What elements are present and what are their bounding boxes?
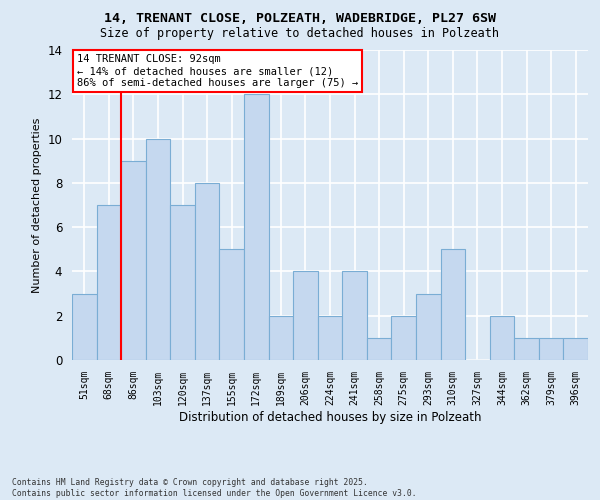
Text: 14, TRENANT CLOSE, POLZEATH, WADEBRIDGE, PL27 6SW: 14, TRENANT CLOSE, POLZEATH, WADEBRIDGE,…: [104, 12, 496, 26]
Bar: [97, 205, 121, 360]
Bar: [293, 272, 318, 360]
Bar: [563, 338, 588, 360]
Bar: [72, 294, 97, 360]
Bar: [440, 250, 465, 360]
Bar: [121, 160, 146, 360]
Bar: [195, 183, 220, 360]
Bar: [490, 316, 514, 360]
Y-axis label: Number of detached properties: Number of detached properties: [32, 118, 42, 292]
Bar: [416, 294, 440, 360]
Text: Size of property relative to detached houses in Polzeath: Size of property relative to detached ho…: [101, 28, 499, 40]
Text: Contains HM Land Registry data © Crown copyright and database right 2025.
Contai: Contains HM Land Registry data © Crown c…: [12, 478, 416, 498]
Bar: [318, 316, 342, 360]
Text: 14 TRENANT CLOSE: 92sqm
← 14% of detached houses are smaller (12)
86% of semi-de: 14 TRENANT CLOSE: 92sqm ← 14% of detache…: [77, 54, 358, 88]
Bar: [367, 338, 391, 360]
Bar: [539, 338, 563, 360]
Bar: [220, 250, 244, 360]
Bar: [342, 272, 367, 360]
Bar: [269, 316, 293, 360]
Bar: [514, 338, 539, 360]
Bar: [146, 138, 170, 360]
Bar: [170, 205, 195, 360]
Bar: [244, 94, 269, 360]
X-axis label: Distribution of detached houses by size in Polzeath: Distribution of detached houses by size …: [179, 410, 481, 424]
Bar: [391, 316, 416, 360]
